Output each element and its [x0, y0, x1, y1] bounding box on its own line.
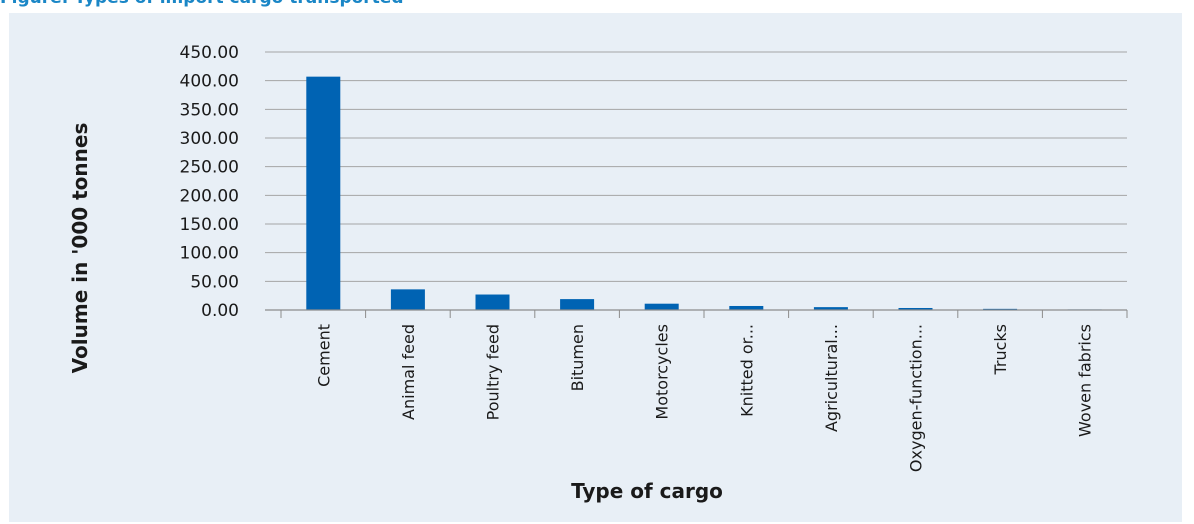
x-category-label: Motorcycles — [653, 324, 672, 420]
x-category-label: Oxygen-function... — [907, 324, 926, 472]
x-axis-title: Type of cargo — [571, 479, 723, 503]
y-tick-label: 350.00 — [180, 100, 239, 120]
bar — [729, 305, 764, 310]
y-axis-ticks: 0.00 50.00 100.00 150.00 200.00 250.00 300.00 3… — [180, 43, 239, 321]
x-axis-category-labels: Cement Animal feed Poultry feed Bitumen Moto… — [314, 324, 1094, 472]
x-category-label: Bitumen — [568, 324, 587, 391]
x-category-label: Woven fabrics — [1076, 324, 1095, 437]
y-tick-label: 0.00 — [201, 301, 239, 321]
chart-panel: 0.00 50.00 100.00 150.00 200.00 250.00 300.00 3… — [9, 13, 1182, 522]
y-tick-label: 450.00 — [180, 43, 239, 63]
bar — [306, 76, 341, 310]
bar — [475, 294, 510, 310]
bar-chart: 0.00 50.00 100.00 150.00 200.00 250.00 300.00 3… — [9, 13, 1182, 522]
x-category-label: Trucks — [991, 324, 1010, 376]
x-category-label: Agricultural... — [822, 324, 841, 432]
bar — [560, 299, 595, 310]
x-axis-ticks — [280, 310, 1128, 318]
y-axis-title: Volume in '000 tonnes — [68, 123, 92, 374]
chart-background — [9, 13, 1182, 522]
y-tick-label: 100.00 — [180, 244, 239, 264]
bars — [306, 76, 1102, 311]
bar — [644, 303, 679, 310]
bar — [390, 289, 425, 310]
figure-caption: Figure: Types of import cargo transporte… — [0, 0, 404, 8]
y-tick-label: 150.00 — [180, 215, 239, 235]
bar — [898, 307, 933, 310]
y-tick-label: 400.00 — [180, 72, 239, 92]
x-category-label: Knitted or... — [737, 324, 756, 417]
x-category-label: Animal feed — [399, 324, 418, 420]
y-tick-label: 300.00 — [180, 129, 239, 149]
x-category-label: Poultry feed — [484, 324, 503, 420]
y-tick-label: 250.00 — [180, 158, 239, 178]
y-tick-label: 50.00 — [190, 272, 239, 292]
gridlines — [265, 51, 1127, 282]
x-category-label: Cement — [314, 324, 333, 387]
bar — [813, 307, 848, 310]
y-tick-label: 200.00 — [180, 186, 239, 206]
